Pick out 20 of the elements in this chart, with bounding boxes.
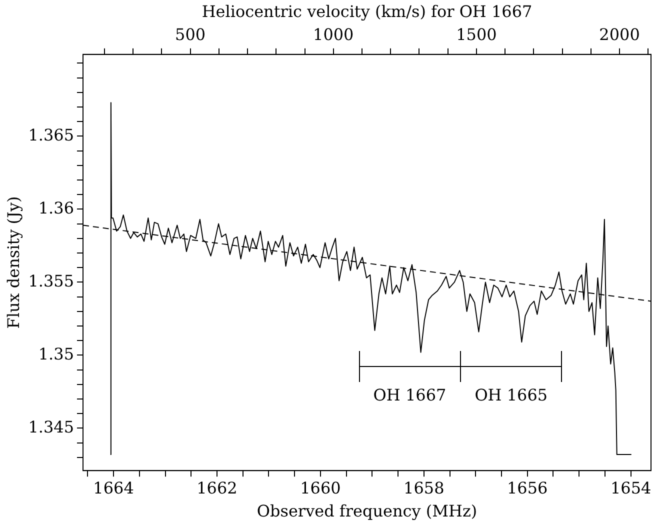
y-axis-title: Flux density (Jy) [4,196,23,329]
y-tick-label: 1.36 [38,198,74,218]
x2-tick-label: 500 [175,24,206,44]
x-tick-label: 1656 [507,478,548,498]
y-tick-label: 1.355 [28,271,74,290]
x-tick-label: 1662 [196,478,238,498]
annotation: OH 1667 [373,386,446,405]
x2-tick-label: 1000 [313,24,354,44]
y-tick-label: 1.35 [38,344,74,364]
x-tick-label: 1658 [404,478,444,498]
y-tick-label: 1.365 [28,125,74,144]
x-tick-label: 1660 [300,478,341,498]
annotation: OH 1665 [474,386,548,405]
y-tick-label: 1.345 [28,417,74,436]
x2-axis-title: Heliocentric velocity (km/s) for OH 1667 [202,2,532,21]
x-tick-label: 1664 [93,478,134,498]
x-axis-title: Observed frequency (MHz) [256,502,478,521]
x2-tick-label: 1500 [456,24,497,44]
x-tick-label: 1654 [610,478,652,498]
x2-tick-label: 2000 [599,24,640,44]
